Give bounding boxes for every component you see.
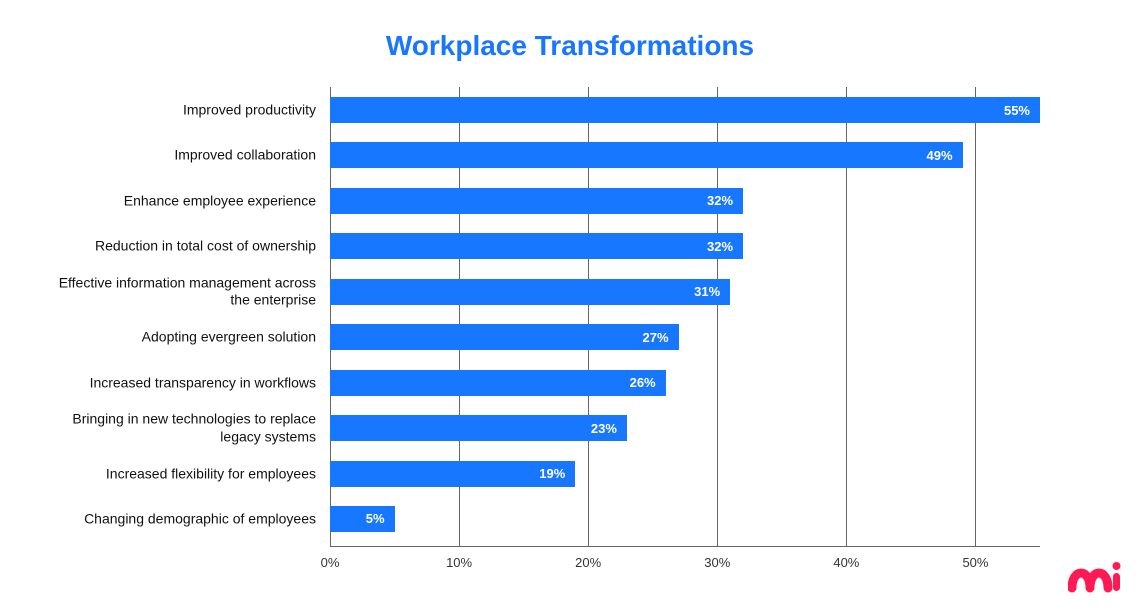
bar-row: Increased flexibility for employees19% <box>330 461 1040 487</box>
category-label: Adopting evergreen solution <box>36 328 330 346</box>
bar-row: Improved collaboration49% <box>330 142 1040 168</box>
bar: 19% <box>330 461 575 487</box>
category-label: Enhance employee experience <box>36 192 330 210</box>
bar-row: Adopting evergreen solution27% <box>330 324 1040 350</box>
category-label: Reduction in total cost of ownership <box>36 238 330 256</box>
x-tick-label: 0% <box>321 555 340 570</box>
bar-row: Improved productivity55% <box>330 97 1040 123</box>
bar-row: Enhance employee experience32% <box>330 188 1040 214</box>
bar-value-label: 26% <box>630 375 656 390</box>
bar-value-label: 32% <box>707 239 733 254</box>
category-label: Increased flexibility for employees <box>36 465 330 483</box>
bar-row: Effective information management across … <box>330 279 1040 305</box>
x-tick-label: 20% <box>575 555 601 570</box>
bar: 26% <box>330 370 666 396</box>
bar-row: Bringing in new technologies to replace … <box>330 415 1040 441</box>
bar: 5% <box>330 506 395 532</box>
bar-value-label: 27% <box>643 330 669 345</box>
category-label: Improved productivity <box>36 101 330 119</box>
x-tick-label: 30% <box>704 555 730 570</box>
category-label: Increased transparency in workflows <box>36 374 330 392</box>
bar-value-label: 31% <box>694 284 720 299</box>
bar-value-label: 55% <box>1004 103 1030 118</box>
bars-group: Improved productivity55% Improved collabo… <box>330 97 1040 532</box>
bar-row: Increased transparency in workflows26% <box>330 370 1040 396</box>
bar: 31% <box>330 279 730 305</box>
category-label: Effective information management across … <box>36 274 330 309</box>
bar-value-label: 49% <box>927 148 953 163</box>
category-label: Improved collaboration <box>36 147 330 165</box>
category-label: Changing demographic of employees <box>36 510 330 528</box>
category-label: Bringing in new technologies to replace … <box>36 411 330 446</box>
bar: 55% <box>330 97 1040 123</box>
x-tick-label: 50% <box>962 555 988 570</box>
chart-title: Workplace Transformations <box>40 30 1100 62</box>
x-tick-label: 40% <box>833 555 859 570</box>
x-tick-label: 10% <box>446 555 472 570</box>
bar-row: Reduction in total cost of ownership32% <box>330 233 1040 259</box>
bar-value-label: 5% <box>366 511 385 526</box>
plot-area: 0%10%20%30%40%50% Improved productivity5… <box>330 87 1040 547</box>
bar: 23% <box>330 415 627 441</box>
bar-value-label: 19% <box>539 466 565 481</box>
bar-value-label: 23% <box>591 421 617 436</box>
brand-logo <box>1068 558 1122 601</box>
bar: 32% <box>330 188 743 214</box>
bar: 27% <box>330 324 679 350</box>
chart-container: Workplace Transformations 0%10%20%30%40%… <box>0 0 1140 613</box>
x-axis-line <box>330 546 1040 547</box>
bar: 32% <box>330 233 743 259</box>
bar-row: Changing demographic of employees5% <box>330 506 1040 532</box>
bar-value-label: 32% <box>707 193 733 208</box>
bar: 49% <box>330 142 963 168</box>
